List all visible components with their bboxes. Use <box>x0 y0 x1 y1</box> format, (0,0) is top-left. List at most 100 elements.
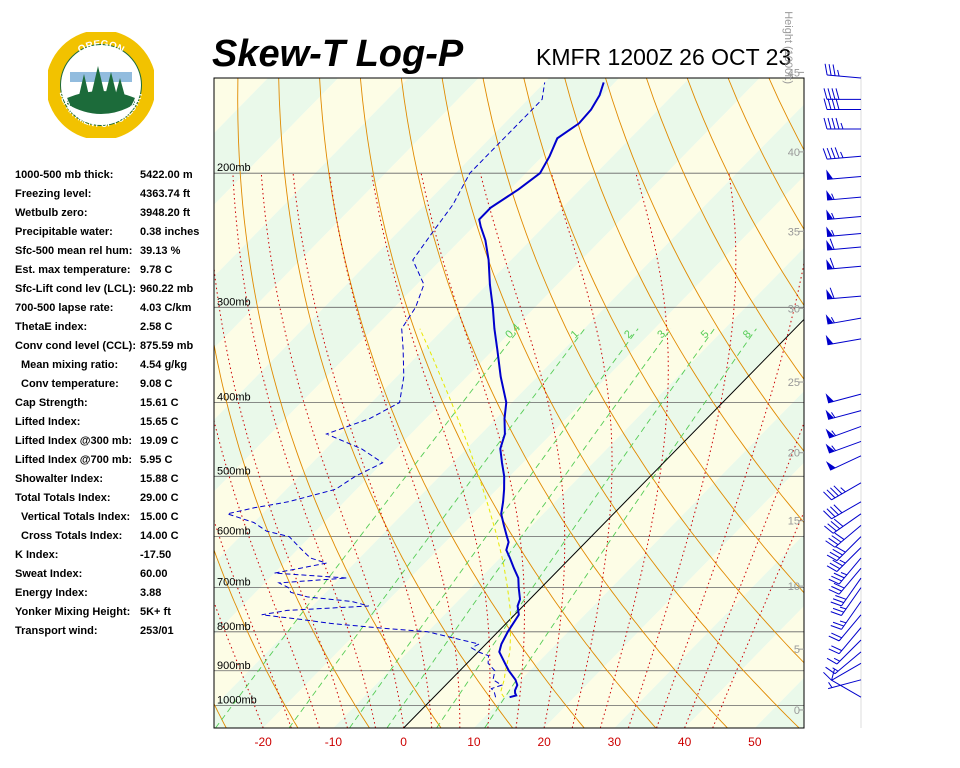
wind-barb-flag <box>832 598 844 604</box>
wind-barb <box>825 334 862 346</box>
index-row: Yonker Mixing Height: 5K+ ft <box>15 603 215 622</box>
wind-barb-pennant <box>825 443 835 454</box>
wind-barb <box>825 651 862 675</box>
wind-barb-flag <box>833 504 843 514</box>
wind-barb-flag <box>824 525 834 534</box>
wind-barb-shaft <box>828 679 862 690</box>
wind-barb <box>825 425 862 439</box>
stability-indices-panel: 1000-500 mb thick: 5422.00 m Freezing leve… <box>15 166 215 641</box>
wind-barb-half-flag <box>831 412 836 418</box>
wind-barb-shaft <box>831 679 862 698</box>
index-label: Total Totals Index: <box>15 492 111 504</box>
dewpoint-profile-line <box>225 82 546 698</box>
wind-barb-flag <box>833 485 843 495</box>
wind-barb-flag <box>828 588 840 595</box>
index-value: 9.78 C <box>140 264 173 276</box>
index-value: -17.50 <box>140 549 172 561</box>
index-label: Precipitable water: <box>15 226 113 238</box>
height-tick-label: 40 <box>788 147 800 159</box>
wind-barb <box>825 314 862 325</box>
index-row: 1000-500 mb thick: 5422.00 m <box>15 166 215 185</box>
wind-barb-flag <box>829 551 841 559</box>
index-label: Yonker Mixing Height: <box>15 606 131 618</box>
wind-barb <box>825 440 862 454</box>
moist-adiabat-line <box>599 173 669 728</box>
wind-barb-flag <box>831 632 842 639</box>
wind-barb <box>828 567 862 595</box>
height-tick-label: 20 <box>788 448 800 460</box>
dry-adiabat-line <box>932 78 960 728</box>
index-value: 29.00 C <box>140 492 179 504</box>
wind-barb <box>828 679 862 690</box>
wind-barb-half-flag <box>833 657 841 662</box>
index-row: Energy Index: 3.88 <box>15 584 215 603</box>
wind-barb <box>825 393 862 404</box>
wind-barb-pennant <box>826 226 834 237</box>
wind-barb-flag <box>827 88 832 100</box>
dry-adiabat-line <box>58 78 155 728</box>
wind-barb <box>824 513 862 534</box>
wind-barb-flag <box>826 554 838 562</box>
pressure-label: 300mb <box>217 296 251 308</box>
index-label: Freezing level: <box>15 188 92 200</box>
index-label: Est. max temperature: <box>15 264 131 276</box>
logo-top-text: OREGON <box>76 39 126 56</box>
wind-barb <box>826 238 862 251</box>
index-label: Vertical Totals Index: <box>21 511 131 523</box>
height-axis-label: Height (1000ft) <box>782 11 794 84</box>
index-label: Sweat Index: <box>15 568 83 580</box>
wind-barb-flag <box>832 621 844 627</box>
isotherm-band <box>754 677 804 728</box>
wind-barb-flag <box>826 565 838 572</box>
wind-barb <box>830 587 862 616</box>
index-label: Sfc-500 mean rel hum: <box>15 245 133 257</box>
wind-barb-pennant <box>825 461 836 471</box>
wind-barb <box>828 614 862 642</box>
wind-barb <box>823 117 861 130</box>
wind-barb <box>828 557 862 585</box>
index-label: Transport wind: <box>15 625 98 637</box>
height-tick-label: 15 <box>788 516 800 528</box>
wind-barb-flag <box>835 117 840 130</box>
mixing-ratio-line <box>349 328 639 728</box>
dry-adiabat-line <box>214 548 299 728</box>
wind-barb-flag <box>831 575 842 582</box>
index-label: Showalter Index: <box>15 473 104 485</box>
oregon-department-of-forestry-logo: OREGON DEPARTMENT OF FORESTRY <box>48 32 154 138</box>
wind-barb-flag <box>831 585 842 592</box>
wind-barb-flag <box>822 148 828 160</box>
index-row: Precipitable water: 0.38 inches <box>15 223 215 242</box>
wind-barb-flag <box>832 548 843 556</box>
wind-barb <box>826 639 862 665</box>
moist-adiabat-line <box>232 173 376 728</box>
index-row: Lifted Index: 15.65 C <box>15 413 215 432</box>
wind-barb-flag <box>829 257 835 269</box>
index-value: 15.65 C <box>140 416 179 428</box>
index-label: Wetbulb zero: <box>15 207 88 219</box>
wind-barb-flag <box>828 578 840 585</box>
index-value: 2.58 C <box>140 321 173 333</box>
isotherm-band <box>0 78 198 728</box>
dry-adiabat-line <box>319 78 585 728</box>
wind-barb-flag <box>830 625 842 630</box>
wind-barb-shaft <box>831 662 862 681</box>
temperature-profile-line <box>478 82 605 699</box>
wind-barb-flag <box>826 489 836 499</box>
wind-barb-shaft <box>838 557 862 585</box>
wind-barb-flag <box>826 508 836 518</box>
mixing-ratio-line <box>386 328 672 728</box>
pressure-label: 1000mb <box>217 695 257 707</box>
wind-barb-half-flag <box>828 682 833 688</box>
wind-barb-flag <box>834 147 840 159</box>
wind-barb-flag <box>833 572 845 579</box>
index-value: 60.00 <box>140 568 168 580</box>
index-value: 4.03 C/km <box>140 302 192 314</box>
wind-barb-pennant <box>826 209 834 220</box>
index-label: 700-500 lapse rate: <box>15 302 114 314</box>
wind-barb <box>828 627 862 655</box>
moist-adiabat-line <box>627 173 737 728</box>
mixing-ratio-line <box>215 328 520 728</box>
wind-barb-flag <box>827 523 837 532</box>
wind-barb-shaft <box>836 639 862 665</box>
wind-barb <box>826 169 862 180</box>
